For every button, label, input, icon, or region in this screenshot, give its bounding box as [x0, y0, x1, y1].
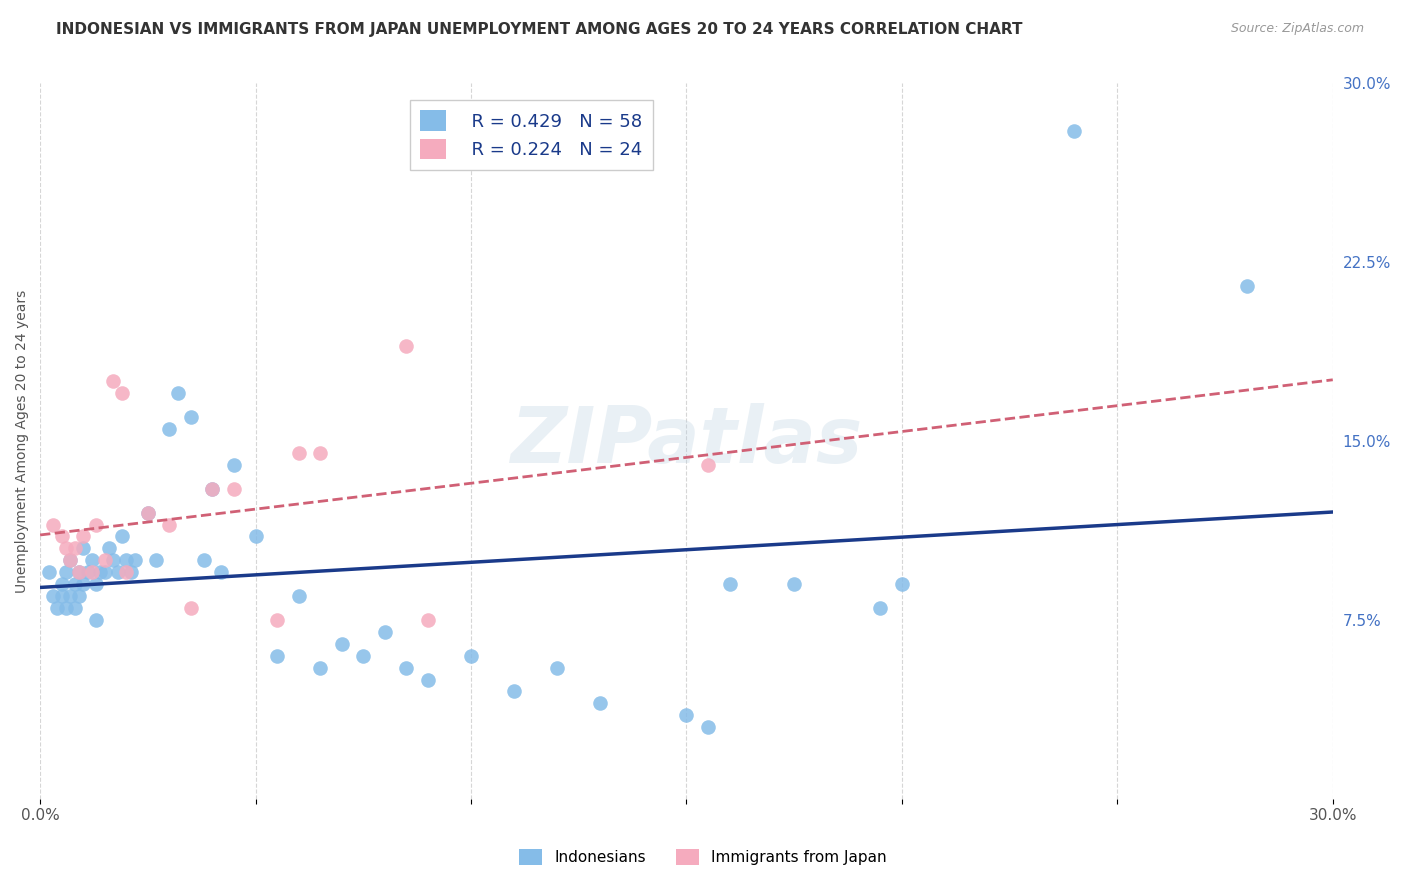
- Point: [84, 577, 107, 591]
- Point: [718, 577, 741, 591]
- Text: INDONESIAN VS IMMIGRANTS FROM JAPAN UNEMPLOYMENT AMONG AGES 20 TO 24 YEARS CORRE: INDONESIAN VS IMMIGRANTS FROM JAPAN UNEM…: [56, 22, 1022, 37]
- Legend: Indonesians, Immigrants from Japan: Indonesians, Immigrants from Japan: [513, 843, 893, 871]
- Point: [115, 553, 138, 567]
- Point: [266, 613, 288, 627]
- Point: [222, 482, 245, 496]
- Point: [180, 601, 202, 615]
- Point: [42, 589, 65, 603]
- Point: [120, 566, 142, 580]
- Point: [136, 506, 159, 520]
- Point: [330, 637, 353, 651]
- Point: [145, 553, 167, 567]
- Point: [201, 482, 224, 496]
- Point: [869, 601, 891, 615]
- Point: [1236, 279, 1258, 293]
- Point: [67, 566, 90, 580]
- Point: [222, 458, 245, 472]
- Point: [51, 529, 73, 543]
- Point: [309, 660, 332, 674]
- Point: [124, 553, 146, 567]
- Point: [201, 482, 224, 496]
- Point: [76, 566, 98, 580]
- Point: [783, 577, 806, 591]
- Point: [80, 553, 103, 567]
- Point: [546, 660, 568, 674]
- Point: [103, 375, 125, 389]
- Point: [84, 613, 107, 627]
- Point: [42, 517, 65, 532]
- Point: [503, 684, 526, 698]
- Point: [59, 589, 82, 603]
- Point: [63, 577, 86, 591]
- Text: Source: ZipAtlas.com: Source: ZipAtlas.com: [1230, 22, 1364, 36]
- Point: [309, 446, 332, 460]
- Point: [697, 720, 720, 734]
- Point: [675, 708, 697, 723]
- Point: [266, 648, 288, 663]
- Point: [460, 648, 482, 663]
- Point: [67, 589, 90, 603]
- Point: [103, 553, 125, 567]
- Point: [416, 673, 439, 687]
- Point: [59, 553, 82, 567]
- Point: [38, 566, 60, 580]
- Point: [193, 553, 215, 567]
- Point: [111, 386, 134, 401]
- Point: [55, 541, 77, 556]
- Text: ZIPatlas: ZIPatlas: [510, 403, 862, 479]
- Point: [63, 541, 86, 556]
- Point: [67, 566, 90, 580]
- Point: [395, 339, 418, 353]
- Point: [72, 577, 94, 591]
- Point: [209, 566, 232, 580]
- Legend:   R = 0.429   N = 58,   R = 0.224   N = 24: R = 0.429 N = 58, R = 0.224 N = 24: [409, 100, 654, 170]
- Point: [80, 566, 103, 580]
- Y-axis label: Unemployment Among Ages 20 to 24 years: Unemployment Among Ages 20 to 24 years: [15, 290, 30, 592]
- Point: [890, 577, 912, 591]
- Point: [697, 458, 720, 472]
- Point: [245, 529, 267, 543]
- Point: [167, 386, 190, 401]
- Point: [72, 529, 94, 543]
- Point: [287, 446, 309, 460]
- Point: [157, 422, 180, 436]
- Point: [51, 589, 73, 603]
- Point: [352, 648, 374, 663]
- Point: [59, 553, 82, 567]
- Point: [416, 613, 439, 627]
- Point: [107, 566, 129, 580]
- Point: [180, 410, 202, 425]
- Point: [63, 601, 86, 615]
- Point: [84, 517, 107, 532]
- Point: [136, 506, 159, 520]
- Point: [1063, 124, 1085, 138]
- Point: [46, 601, 69, 615]
- Point: [93, 566, 115, 580]
- Point: [55, 601, 77, 615]
- Point: [89, 566, 111, 580]
- Point: [51, 577, 73, 591]
- Point: [374, 624, 396, 639]
- Point: [395, 660, 418, 674]
- Point: [287, 589, 309, 603]
- Point: [98, 541, 121, 556]
- Point: [157, 517, 180, 532]
- Point: [93, 553, 115, 567]
- Point: [111, 529, 134, 543]
- Point: [72, 541, 94, 556]
- Point: [55, 566, 77, 580]
- Point: [115, 566, 138, 580]
- Point: [589, 697, 612, 711]
